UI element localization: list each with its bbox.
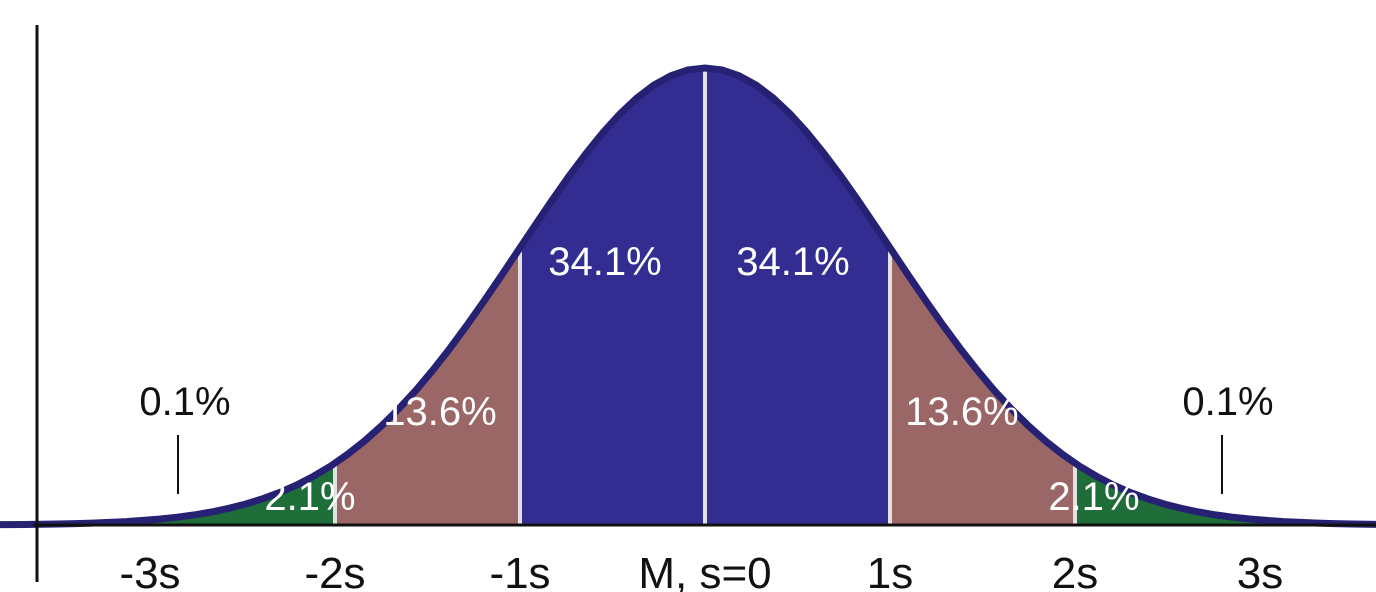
x-tick-label: 1s [867,549,913,592]
regions-layer [0,68,1376,526]
percent-label: 2.1% [264,475,355,519]
x-tick-label: 2s [1052,549,1098,592]
percent-label: 13.6% [905,390,1018,434]
x-tick-label: -2s [304,549,365,592]
percent-label: 13.6% [383,390,496,434]
x-tick-label: -3s [119,549,180,592]
region-4 [705,68,890,525]
percent-label: 0.1% [1182,380,1273,424]
x-tick-label: M, s=0 [638,549,771,592]
labels-layer: 0.1% 2.1% 13.6% 34.1% 34.1% 13.6% 2.1% 0.1% -3s -… [119,240,1283,592]
percent-label: 34.1% [548,240,661,284]
percent-label: 0.1% [139,380,230,424]
percent-label: 2.1% [1048,475,1139,519]
region-3 [520,68,705,525]
x-tick-label: 3s [1237,549,1283,592]
percent-label: 34.1% [736,240,849,284]
region-1 [150,463,335,525]
bell-curve-line [0,64,1376,529]
dividers-layer [333,68,1077,525]
region-6 [1075,463,1260,525]
x-tick-label: -1s [489,549,550,592]
